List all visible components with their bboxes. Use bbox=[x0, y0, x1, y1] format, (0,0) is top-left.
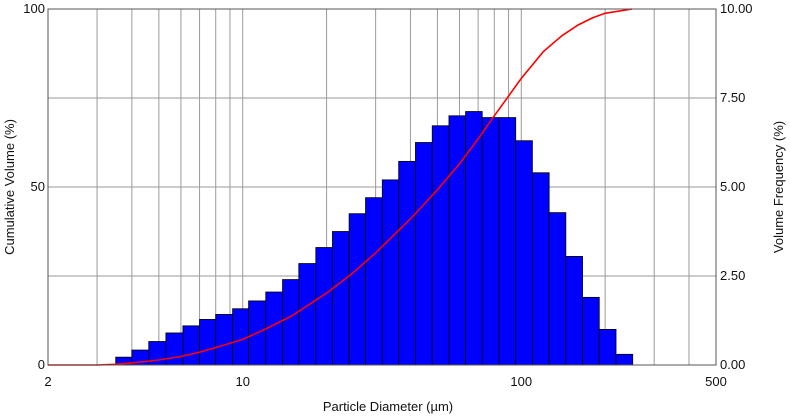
histogram-bar bbox=[282, 279, 300, 366]
histogram-bar bbox=[332, 231, 350, 366]
cumulative-curve-group bbox=[48, 8, 633, 366]
y-left-tick-label: 100 bbox=[23, 1, 45, 16]
histogram-bar bbox=[548, 212, 567, 366]
histogram-bar bbox=[515, 140, 533, 366]
cumulative-curve bbox=[48, 8, 633, 366]
histogram-bar bbox=[415, 142, 433, 366]
histogram-bar bbox=[199, 319, 217, 366]
histogram-bar bbox=[498, 117, 517, 366]
tick-labels: 2 10 100 500 0 50 100 0.00 2.50 5.00 7.50 10.00 bbox=[23, 1, 752, 389]
histogram-bar bbox=[215, 314, 234, 366]
histogram-bar bbox=[315, 247, 333, 366]
y-right-tick-label: 0.00 bbox=[720, 357, 745, 372]
histogram-bar bbox=[448, 115, 466, 366]
histogram-bar bbox=[232, 308, 250, 366]
histogram-bar bbox=[381, 179, 400, 366]
histogram-bar bbox=[465, 111, 483, 366]
x-tick-label: 100 bbox=[510, 374, 532, 389]
histogram-bar bbox=[582, 296, 600, 366]
histogram-bar bbox=[481, 117, 500, 366]
histogram-bar bbox=[615, 353, 634, 366]
y-left-tick-label: 0 bbox=[38, 357, 45, 372]
histogram-bar bbox=[182, 325, 200, 366]
histogram-bar bbox=[598, 328, 617, 366]
x-axis-title: Particle Diameter (µm) bbox=[323, 399, 453, 414]
histogram-bar bbox=[431, 125, 450, 366]
histogram-bar bbox=[531, 172, 550, 366]
x-tick-label: 10 bbox=[235, 374, 249, 389]
x-tick-label: 2 bbox=[44, 374, 51, 389]
histogram-bar bbox=[565, 256, 583, 366]
histogram-bar bbox=[348, 213, 366, 366]
histogram-bars bbox=[115, 111, 634, 366]
histogram-bar bbox=[298, 263, 317, 366]
histogram-bar bbox=[365, 197, 383, 366]
plot-frame bbox=[47, 8, 717, 366]
histogram-bar bbox=[165, 332, 184, 366]
x-tick-label: 500 bbox=[705, 374, 727, 389]
y-right-tick-label: 7.50 bbox=[720, 90, 745, 105]
y-right-tick-label: 2.50 bbox=[720, 268, 745, 283]
y-right-axis-title: Volume Frequency (%) bbox=[771, 121, 786, 253]
y-left-tick-label: 50 bbox=[31, 179, 45, 194]
y-right-tick-label: 10.00 bbox=[720, 1, 753, 16]
y-left-axis-title: Cumulative Volume (%) bbox=[2, 119, 17, 255]
histogram-bar bbox=[398, 160, 416, 366]
y-right-tick-label: 5.00 bbox=[720, 179, 745, 194]
